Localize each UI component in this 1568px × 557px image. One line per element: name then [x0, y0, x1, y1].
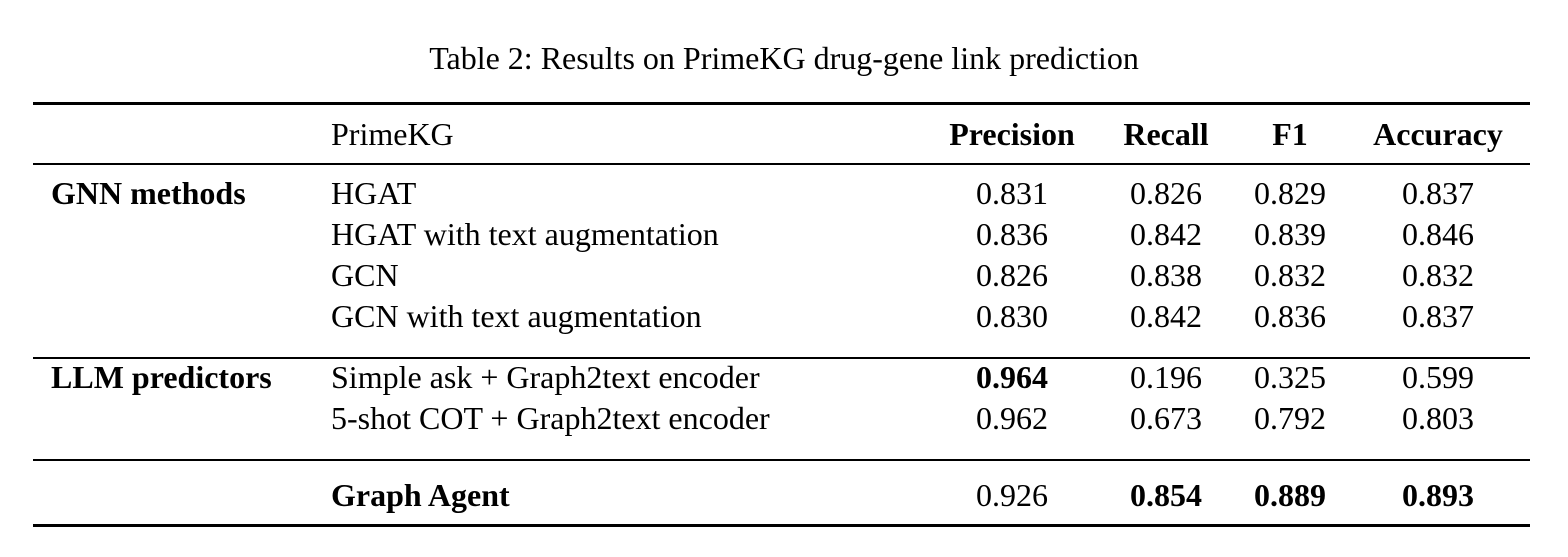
header-f1: F1 [1272, 116, 1308, 152]
section-rule [33, 459, 1530, 461]
f1-value: 0.836 [1254, 298, 1326, 334]
f1-value: 0.325 [1254, 359, 1326, 395]
accuracy-value: 0.832 [1402, 257, 1474, 293]
header-dataset: PrimeKG [331, 116, 454, 152]
accuracy-value: 0.893 [1402, 477, 1474, 513]
section-rule [33, 357, 1530, 359]
accuracy-value: 0.846 [1402, 216, 1474, 252]
method-name: Simple ask + Graph2text encoder [331, 359, 760, 395]
f1-value: 0.839 [1254, 216, 1326, 252]
top-rule [33, 102, 1530, 105]
method-name: HGAT with text augmentation [331, 216, 719, 252]
header-accuracy: Accuracy [1373, 116, 1503, 152]
accuracy-value: 0.803 [1402, 400, 1474, 436]
f1-value: 0.829 [1254, 175, 1326, 211]
recall-value: 0.838 [1130, 257, 1202, 293]
f1-value: 0.832 [1254, 257, 1326, 293]
precision-value: 0.830 [976, 298, 1048, 334]
recall-value: 0.196 [1130, 359, 1202, 395]
recall-value: 0.854 [1130, 477, 1202, 513]
method-name: Graph Agent [331, 477, 510, 513]
recall-value: 0.673 [1130, 400, 1202, 436]
group-label-gnn: GNN methods [51, 175, 246, 211]
method-name: 5-shot COT + Graph2text encoder [331, 400, 770, 436]
recall-value: 0.842 [1130, 216, 1202, 252]
precision-value: 0.826 [976, 257, 1048, 293]
group-label-llm: LLM predictors [51, 359, 272, 395]
method-name: GCN [331, 257, 399, 293]
f1-value: 0.792 [1254, 400, 1326, 436]
method-name: GCN with text augmentation [331, 298, 702, 334]
bottom-rule [33, 524, 1530, 527]
header-precision: Precision [949, 116, 1075, 152]
header-rule [33, 163, 1530, 165]
precision-value: 0.964 [976, 359, 1048, 395]
precision-value: 0.831 [976, 175, 1048, 211]
method-name: HGAT [331, 175, 417, 211]
accuracy-value: 0.837 [1402, 175, 1474, 211]
f1-value: 0.889 [1254, 477, 1326, 513]
table-caption: Table 2: Results on PrimeKG drug-gene li… [429, 40, 1139, 76]
recall-value: 0.826 [1130, 175, 1202, 211]
precision-value: 0.836 [976, 216, 1048, 252]
header-recall: Recall [1123, 116, 1209, 152]
precision-value: 0.962 [976, 400, 1048, 436]
accuracy-value: 0.599 [1402, 359, 1474, 395]
accuracy-value: 0.837 [1402, 298, 1474, 334]
precision-value: 0.926 [976, 477, 1048, 513]
recall-value: 0.842 [1130, 298, 1202, 334]
